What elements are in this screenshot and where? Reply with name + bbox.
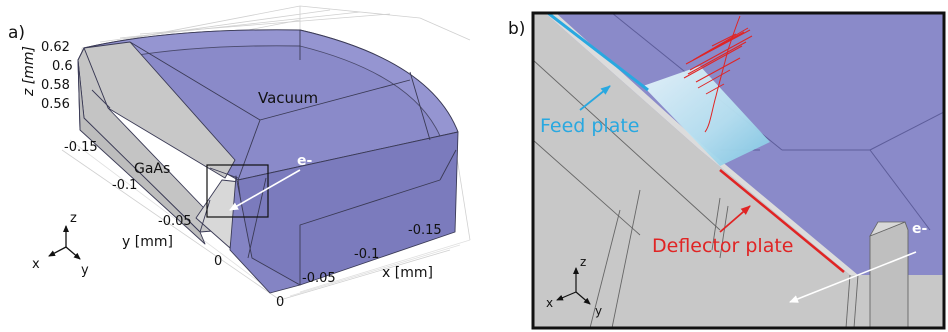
triad-b-x: x: [546, 296, 553, 310]
triad-b-y: y: [595, 304, 602, 318]
z-axis-label: z [mm]: [21, 46, 37, 97]
vacuum-label: Vacuum: [258, 89, 318, 107]
feed-plate-label: Feed plate: [540, 115, 640, 137]
panel-b: b): [508, 11, 946, 330]
substrate-region: [533, 13, 944, 328]
y-axis-label: y [mm]: [122, 234, 173, 250]
triad-a: [48, 225, 81, 260]
gaas-label: GaAs: [134, 161, 170, 177]
beam-arrow-a: [229, 169, 301, 211]
x-tick-1: -0.15: [408, 223, 442, 238]
panel-a: a): [8, 5, 471, 310]
y-tick-4: 0: [214, 254, 222, 269]
zoom-box: [206, 164, 269, 218]
panel-a-grid: [61, 5, 471, 301]
x-tick-4: 0: [276, 295, 284, 310]
y-tick-3: -0.05: [158, 214, 192, 229]
deflector-arrow: [719, 205, 751, 233]
device-geometry: [77, 29, 459, 294]
beam-arrow-b: [789, 251, 917, 303]
triad-a-x: x: [32, 257, 40, 272]
y-tick-2: -0.1: [112, 178, 137, 193]
panel-b-border: [531, 11, 946, 330]
triad-b-z: z: [580, 255, 586, 269]
triad-a-y: y: [81, 263, 89, 278]
field-glow: [643, 66, 770, 166]
triad-a-z: z: [70, 211, 77, 226]
feed-plate-line: [547, 13, 649, 92]
beam-label-a: e-: [297, 153, 312, 169]
panel-a-label: a): [8, 23, 25, 43]
z-tick-4: 0.56: [41, 97, 70, 112]
z-tick-3: 0.58: [41, 78, 70, 93]
x-axis-label: x [mm]: [382, 265, 433, 281]
x-tick-2: -0.1: [354, 247, 379, 262]
deflector-plate-label: Deflector plate: [652, 235, 793, 257]
z-tick-1: 0.62: [41, 40, 70, 55]
feed-arrow: [579, 85, 611, 111]
beam-label-b: e-: [912, 221, 927, 237]
wave-packet: [683, 15, 753, 133]
deflector-plate-line: [719, 169, 845, 273]
z-tick-2: 0.6: [52, 59, 73, 74]
triad-b: [556, 267, 591, 305]
x-tick-3: -0.05: [302, 271, 336, 286]
panel-b-label: b): [508, 19, 525, 39]
y-tick-1: -0.15: [64, 140, 98, 155]
